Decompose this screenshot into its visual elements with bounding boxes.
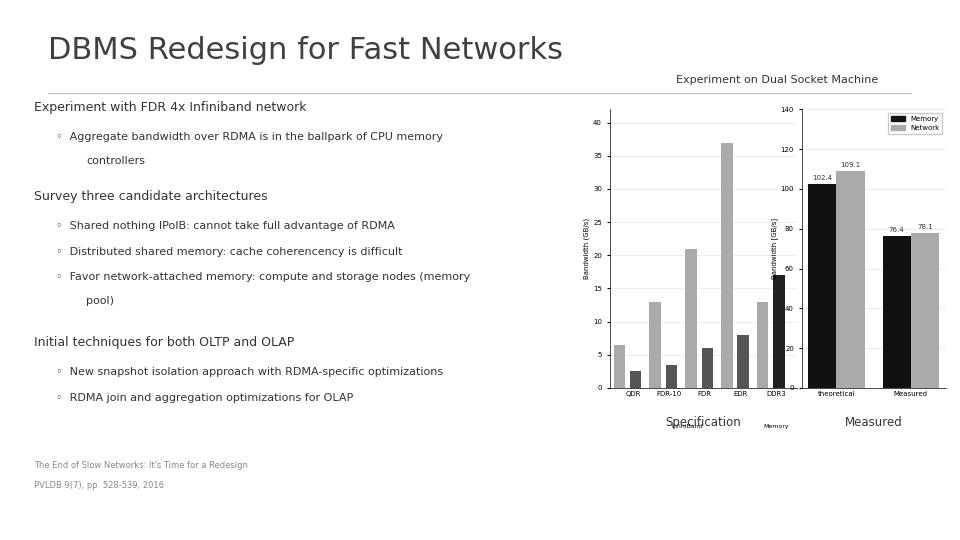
Text: Initial techniques for both OLTP and OLAP: Initial techniques for both OLTP and OLA… [34,336,294,349]
Text: The End of Slow Networks: It's Time for a Redesign: The End of Slow Networks: It's Time for … [34,461,248,470]
Text: Experiment with FDR 4x Infiniband network: Experiment with FDR 4x Infiniband networ… [34,101,306,114]
Text: ◦  Favor network-attached memory: compute and storage nodes (memory: ◦ Favor network-attached memory: compute… [56,272,470,282]
Text: pool): pool) [86,296,114,307]
Bar [630,372,641,388]
Text: Experiment on Dual Socket Machine: Experiment on Dual Socket Machine [677,75,878,85]
Text: controllers: controllers [86,156,146,166]
Text: DBMS Redesign for Fast Networks: DBMS Redesign for Fast Networks [48,36,563,65]
Y-axis label: Bandwidth (GB/s): Bandwidth (GB/s) [584,218,590,279]
Bar [666,364,677,388]
Bar [650,302,660,388]
Text: Measured: Measured [845,416,902,429]
Text: ◦  Shared nothing IPoIB: cannot take full advantage of RDMA: ◦ Shared nothing IPoIB: cannot take full… [56,221,395,231]
Text: ◦  RDMA join and aggregation optimizations for OLAP: ◦ RDMA join and aggregation optimization… [56,393,353,403]
Text: Survey three candidate architectures: Survey three candidate architectures [34,190,267,203]
Text: PVLDB 9(7), pp. 528-539, 2016: PVLDB 9(7), pp. 528-539, 2016 [34,481,163,490]
Bar [773,275,784,388]
Text: InfiniBand: InfiniBand [671,424,703,429]
Legend: Memory, Network: Memory, Network [888,113,942,134]
Bar [702,348,713,388]
Bar [756,302,768,388]
Text: ◦  New snapshot isolation approach with RDMA-specific optimizations: ◦ New snapshot isolation approach with R… [56,367,443,377]
Bar [685,248,697,388]
Bar [808,184,836,388]
Bar [737,335,749,388]
Bar [882,236,911,388]
Text: Specification: Specification [665,416,741,429]
Text: 109: 109 [905,514,931,527]
Bar [613,345,625,388]
Text: 76.4: 76.4 [889,227,904,233]
Text: ◦  Distributed shared memory: cache coherencency is difficult: ◦ Distributed shared memory: cache coher… [56,247,402,257]
Bar [836,171,865,388]
Text: 11/12/2019: 11/12/2019 [29,516,81,525]
Y-axis label: Bandwidth [GB/s]: Bandwidth [GB/s] [771,218,778,279]
Text: 78.1: 78.1 [917,224,933,230]
Text: 109.1: 109.1 [840,162,861,168]
Text: ◦  Aggregate bandwidth over RDMA is in the ballpark of CPU memory: ◦ Aggregate bandwidth over RDMA is in th… [56,132,443,142]
Text: MM-DB TUTORIAL VLDB 2016: MM-DB TUTORIAL VLDB 2016 [414,516,546,525]
Bar [911,233,939,388]
Text: 102.4: 102.4 [812,176,832,181]
Bar [721,143,732,388]
Text: Memory: Memory [763,424,789,429]
